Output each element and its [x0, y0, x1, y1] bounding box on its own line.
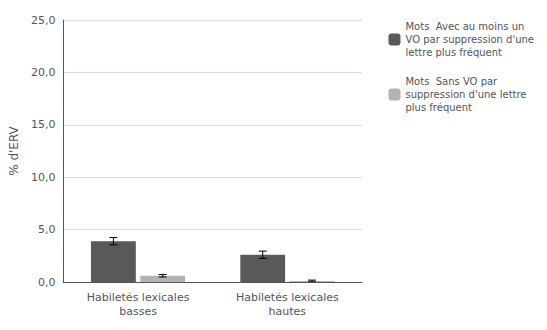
svg-text:Habiletés lexicales: Habiletés lexicales — [236, 291, 339, 304]
svg-text:plus fréquent: plus fréquent — [405, 102, 472, 113]
svg-text:lettre plus fréquent: lettre plus fréquent — [405, 47, 502, 58]
svg-text:10,0: 10,0 — [31, 171, 56, 184]
svg-text:hautes: hautes — [269, 305, 307, 318]
svg-text:Mots Sans VO par: Mots Sans VO par — [405, 76, 498, 87]
svg-text:suppression d'une lettre: suppression d'une lettre — [405, 89, 526, 100]
svg-text:% d'ERV: % d'ERV — [7, 125, 21, 175]
svg-text:basses: basses — [119, 305, 157, 318]
svg-text:Habiletés lexicales: Habiletés lexicales — [87, 291, 190, 304]
svg-text:VO par suppression d'une: VO par suppression d'une — [405, 34, 534, 45]
svg-text:20,0: 20,0 — [31, 66, 56, 79]
svg-text:0,0: 0,0 — [38, 276, 56, 289]
svg-text:15,0: 15,0 — [31, 118, 56, 131]
svg-text:25,0: 25,0 — [31, 14, 56, 27]
svg-text:5,0: 5,0 — [38, 223, 56, 236]
svg-text:Mots Avec au moins un: Mots Avec au moins un — [405, 21, 524, 32]
